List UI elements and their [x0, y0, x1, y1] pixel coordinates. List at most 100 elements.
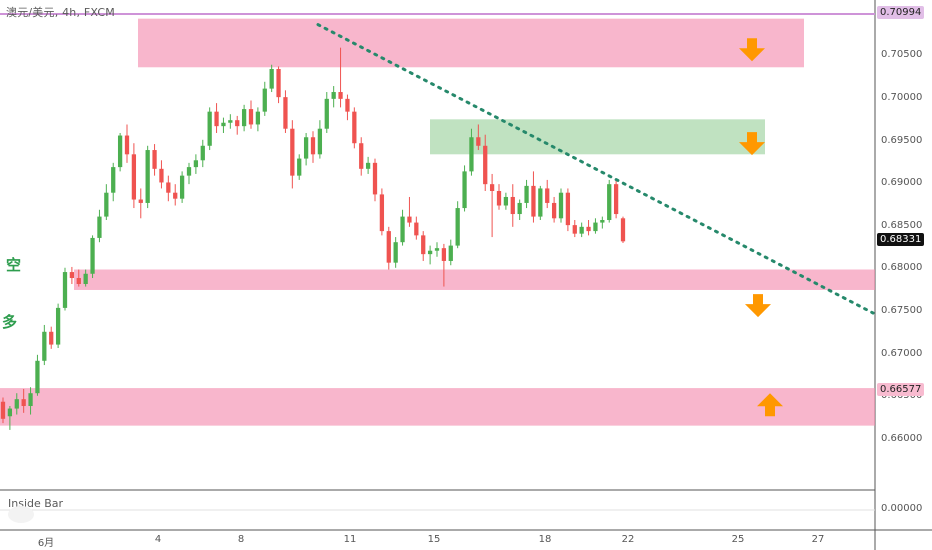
candle-body: [455, 208, 460, 246]
candle-body: [496, 191, 502, 206]
candle-body: [317, 128, 323, 155]
date-tick-label: 6月: [37, 538, 55, 549]
zone-resistance-1: [138, 18, 804, 68]
candle-body: [276, 68, 281, 98]
candle-body: [386, 231, 391, 263]
candle-body: [166, 182, 171, 193]
candle-body: [124, 135, 130, 155]
candle-body: [613, 184, 619, 215]
price-tick-label: 0.70500: [881, 49, 923, 61]
candle-body: [186, 167, 192, 176]
candle-body: [510, 196, 515, 215]
candle-body: [400, 216, 405, 243]
candle-body: [255, 111, 261, 125]
zone-support-4: [0, 388, 875, 426]
candle-body: [441, 248, 447, 261]
candle-body: [221, 122, 226, 127]
candle-body: [586, 226, 591, 232]
date-tick-label: 8: [237, 534, 245, 545]
candle-body: [469, 137, 474, 172]
candle-body: [448, 245, 453, 261]
candle-body: [152, 150, 157, 169]
price-tick-label: 0.67000: [881, 347, 923, 359]
candle-body: [531, 185, 536, 217]
tradingview-logo-icon: [8, 506, 34, 523]
candle-body: [62, 272, 68, 308]
candle-body: [76, 278, 81, 284]
candle-body: [365, 162, 371, 169]
candle-body: [620, 218, 626, 242]
candle-body: [345, 98, 350, 112]
candle-body: [483, 145, 488, 185]
candle-body: [414, 222, 419, 236]
candle-body: [248, 109, 254, 125]
date-tick-label: 4: [154, 534, 162, 545]
date-tick-label: 27: [811, 534, 825, 545]
candle-body: [379, 194, 385, 232]
candle-body: [310, 137, 316, 155]
price-tick-label: 0.69500: [881, 134, 923, 146]
candle-body: [83, 273, 88, 284]
candle-body: [145, 150, 150, 203]
price-tick-label: 0.66000: [881, 433, 923, 445]
candle-body: [7, 408, 13, 417]
zone-support-3: [74, 269, 875, 290]
candle-body: [28, 393, 33, 407]
candle-body: [207, 111, 212, 146]
candle-body: [55, 307, 61, 345]
candle-body: [427, 250, 433, 255]
candle-body: [607, 184, 612, 221]
date-tick-label: 15: [427, 534, 441, 545]
candle-body: [421, 235, 426, 255]
zone-resistance-2: [430, 119, 765, 155]
candle-body: [359, 143, 364, 169]
candle-body: [241, 109, 247, 127]
price-tick-label: 0.69000: [881, 177, 923, 189]
candle-body: [173, 192, 178, 199]
candle-body: [283, 97, 288, 129]
candle-body: [565, 192, 571, 226]
price-axis[interactable]: 0.70500 0.70000 0.69500 0.69000 0.68500 0.680…: [875, 0, 932, 530]
candle-body: [579, 226, 584, 234]
candle-body: [352, 111, 357, 144]
candle-body: [159, 168, 164, 183]
date-tick-label: 25: [731, 534, 745, 545]
candle-body: [338, 92, 343, 99]
candle-body: [524, 185, 529, 203]
candle-body: [290, 128, 295, 176]
candle-body: [324, 98, 329, 129]
candle-body: [593, 222, 598, 232]
arrow-down-icon: [739, 38, 765, 62]
candle-body: [193, 160, 199, 168]
price-tick-label: 0.67500: [881, 305, 923, 317]
candle-body: [476, 137, 481, 146]
candle-body: [303, 137, 309, 159]
candle-body: [138, 199, 143, 203]
candle-body: [372, 162, 378, 195]
candle-body: [462, 171, 467, 209]
candle-body: [558, 192, 564, 219]
candle-body: [297, 158, 302, 176]
symbol-title: 澳元/美元, 4h, FXCM: [6, 6, 115, 19]
candle-body: [97, 216, 102, 238]
candle-body: [572, 225, 577, 234]
long-label: 多: [2, 313, 18, 331]
candle-body: [111, 167, 116, 193]
date-axis[interactable]: 6月 4 8 11 15 18 22 25 27: [0, 530, 875, 550]
price-tick-label: 0.70000: [881, 91, 923, 103]
candle-body: [104, 192, 109, 217]
candle-body: [228, 120, 233, 123]
candle-body: [200, 145, 205, 161]
candle-body: [517, 202, 522, 215]
candle-body: [600, 220, 605, 223]
price-tick-label: 0.66500: [881, 390, 923, 402]
candle-body: [42, 331, 47, 361]
candle-body: [214, 111, 219, 127]
candle-body: [551, 202, 557, 219]
candle-body: [407, 216, 412, 223]
candle-body: [538, 188, 543, 217]
candle-body: [117, 135, 123, 168]
candle-body: [14, 399, 19, 409]
candle-body: [69, 272, 75, 279]
